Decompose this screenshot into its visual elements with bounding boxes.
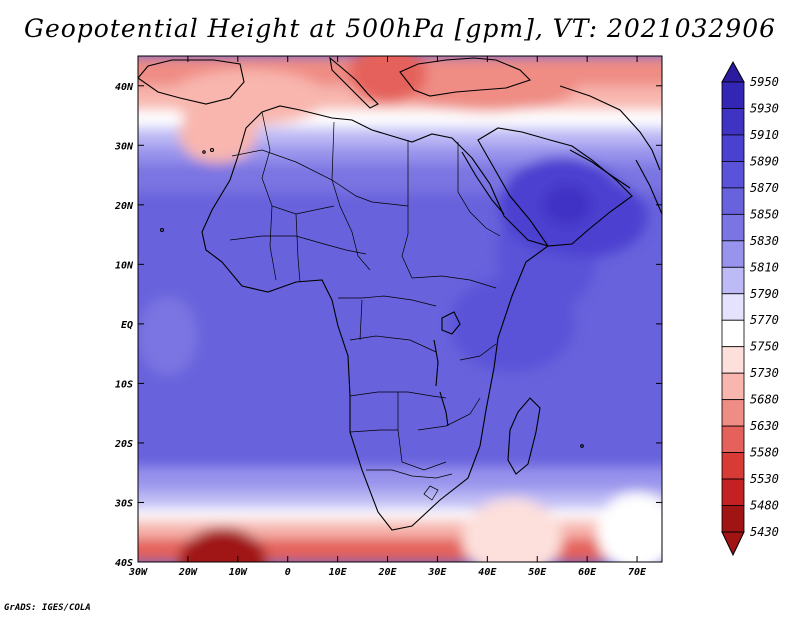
height-feature-3 [348, 56, 427, 104]
grads-credit: GrADS: IGES/COLA [4, 603, 91, 613]
colorbar-segment [721, 81, 745, 109]
colorbar-bottom-arrow [721, 531, 745, 557]
height-field [138, 56, 662, 562]
lat-tick-label: 40N [115, 82, 134, 93]
country-borders [229, 111, 501, 501]
colorbar-label: 5630 [750, 419, 779, 433]
colorbar-segment [721, 266, 745, 295]
colorbar-label: 5930 [750, 101, 779, 115]
colorbar: 5950 5930 5910 5890 5870 5850 5830 5810 5790 5770… [721, 60, 779, 557]
lat-tick-label: 30S [114, 498, 133, 509]
colorbar-segment [721, 319, 745, 348]
height-band-4 [138, 145, 662, 164]
lon-tick-label: 30E [427, 567, 447, 578]
colorbar-segment [721, 187, 745, 215]
lon-tick-label: 70E [628, 567, 647, 578]
colorbar-segment [721, 452, 745, 480]
lat-tick-label: 20N [114, 201, 134, 212]
colorbar-segment [721, 108, 745, 136]
coastlines [138, 56, 662, 531]
colorbar-label: 5750 [750, 340, 779, 354]
colorbar-label: 5890 [750, 154, 779, 168]
height-core-atlantic-low [207, 123, 228, 144]
height-band-3 [138, 127, 662, 146]
colorbar-segment [721, 346, 745, 374]
height-blob-5 [397, 59, 578, 112]
page-title: Geopotential Height at 500hPa [gpm], VT:… [23, 14, 777, 43]
lon-tick-label: 10W [229, 567, 248, 578]
height-band-8 [138, 508, 662, 521]
height-blob-7 [597, 492, 662, 562]
lat-tick-label: 20S [114, 439, 133, 450]
lat-tick-label: 10S [115, 379, 133, 390]
axis-ticks [137, 56, 662, 563]
colorbar-segment [721, 134, 745, 162]
colorbar-label: 5430 [750, 525, 779, 539]
colorbar-label: 5680 [750, 393, 779, 407]
lon-tick-label: 40E [478, 567, 497, 578]
colorbar-label: 5810 [750, 260, 779, 274]
colorbar-segment [721, 293, 745, 321]
colorbar-segment [721, 505, 745, 533]
height-core-arabian-high [543, 184, 592, 225]
colorbar-label: 5790 [750, 287, 779, 301]
plot-frame [137, 55, 663, 563]
colorbar-segment [721, 425, 745, 453]
colorbar-segment [721, 399, 745, 427]
lon-axis-labels: 30W 20W 10W 0 10E 20E 30E 40E 50E 60E 70E [128, 567, 647, 578]
lon-tick-label: 50E [528, 567, 547, 578]
lat-tick-label: 30N [114, 141, 134, 152]
height-feature-1 [449, 275, 575, 372]
height-blob-3 [138, 295, 198, 376]
lat-tick-label: 40S [115, 558, 133, 569]
colorbar-label: 5530 [750, 472, 779, 486]
lon-tick-label: 20W [178, 567, 198, 578]
colorbar-segment [721, 478, 745, 506]
colorbar-label: 5580 [750, 446, 779, 460]
lat-tick-label: EQ [121, 320, 133, 331]
colorbar-label: 5480 [750, 499, 779, 513]
height-band-7 [138, 490, 662, 509]
colorbar-segment [721, 240, 745, 268]
colorbar-label: 5950 [750, 75, 779, 89]
lon-tick-label: 30W [128, 567, 148, 578]
colorbar-label: 5870 [750, 181, 779, 195]
colorbar-label: 5770 [750, 313, 779, 327]
height-band-6 [138, 466, 662, 491]
height-core-southern-trough [182, 548, 263, 562]
colorbar-label: 5730 [750, 366, 779, 380]
height-blob-6 [462, 498, 563, 562]
colorbar-segment [721, 372, 745, 401]
lon-tick-label: 60E [578, 567, 597, 578]
lon-tick-label: 0 [285, 567, 291, 578]
colorbar-segment [721, 161, 745, 189]
colorbar-label: 5910 [750, 128, 779, 142]
colorbar-label: 5830 [750, 234, 779, 248]
lon-tick-label: 20E [377, 567, 397, 578]
colorbar-top-arrow [721, 60, 745, 83]
lat-tick-label: 10N [115, 260, 134, 271]
colorbar-label: 5850 [750, 207, 779, 221]
colorbar-segment [721, 213, 745, 242]
lat-axis-labels: 40N 30N 20N 10N EQ 10S 20S 30S 40S [114, 82, 134, 569]
lon-tick-label: 10E [329, 567, 348, 578]
